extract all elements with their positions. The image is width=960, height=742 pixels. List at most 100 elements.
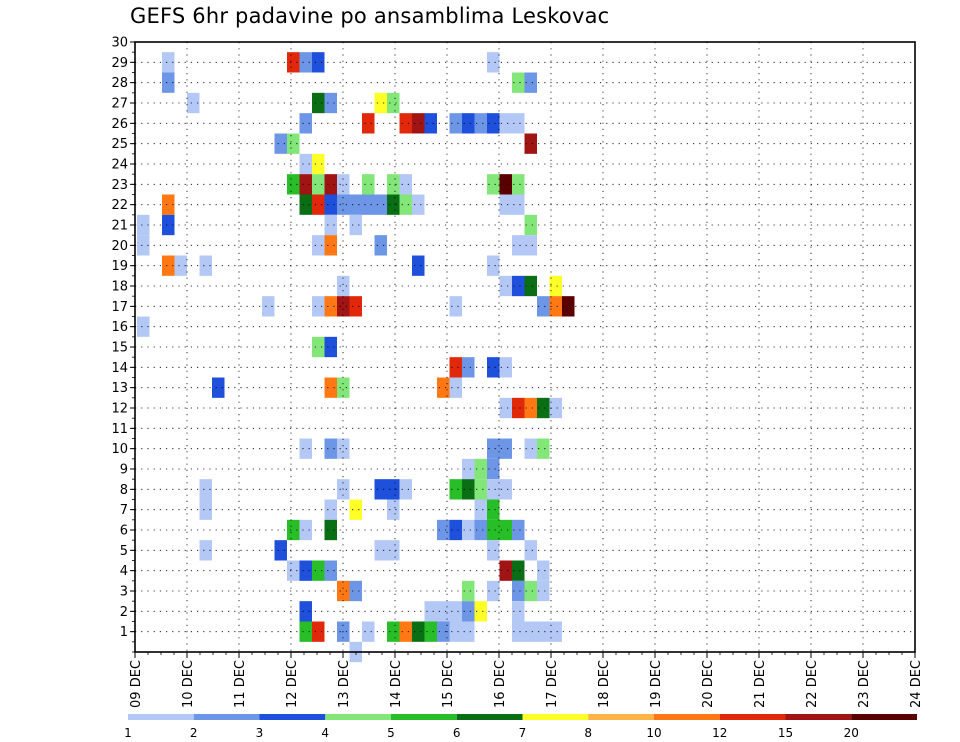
heat-cell: [312, 174, 325, 195]
colorbar-segment: [259, 714, 326, 720]
colorbar-label: 12: [712, 726, 727, 740]
heat-cell: [287, 519, 300, 541]
heat-cell: [137, 214, 150, 236]
heat-cell: [462, 357, 475, 378]
heat-cell: [512, 560, 525, 581]
heat-cell: [387, 194, 400, 215]
heat-cell: [537, 397, 550, 419]
heat-cell: [387, 621, 400, 642]
heat-cell: [337, 438, 350, 459]
x-tick-label: 15 DEC: [441, 660, 456, 708]
heat-cell: [462, 621, 475, 642]
heat-cell: [137, 316, 150, 337]
y-tick-label: 29: [111, 56, 128, 71]
heat-cell: [337, 377, 350, 398]
colorbar-segment: [456, 714, 523, 720]
heat-cell: [499, 519, 512, 541]
heat-cell: [499, 397, 512, 419]
heat-cell: [524, 621, 537, 642]
y-tick-label: 10: [111, 442, 128, 457]
heat-cell: [449, 377, 462, 398]
heat-cell: [299, 560, 312, 581]
heat-cell: [512, 580, 525, 602]
heat-cell: [349, 499, 362, 520]
heat-cell: [449, 519, 462, 541]
y-tick-label: 7: [120, 503, 128, 518]
y-tick-label: 25: [111, 137, 128, 152]
colorbar-label: 10: [646, 726, 661, 740]
heat-cell: [437, 621, 450, 642]
heat-cell: [337, 275, 350, 297]
x-tick-label: 22 DEC: [805, 660, 820, 708]
heat-cell: [499, 479, 512, 500]
heat-cell: [312, 153, 325, 175]
y-tick-label: 3: [120, 585, 128, 600]
heat-cell: [512, 397, 525, 419]
y-tick-label: 17: [111, 300, 128, 315]
heat-cell: [524, 235, 537, 256]
heat-cell: [512, 601, 525, 622]
heat-cell: [524, 275, 537, 297]
heat-cell: [399, 194, 412, 215]
y-tick-label: 19: [111, 259, 128, 274]
heat-cell: [537, 580, 550, 602]
x-tick-label: 18 DEC: [597, 660, 612, 708]
colorbar-segment: [785, 714, 852, 720]
heat-cell: [162, 194, 175, 215]
heat-cell: [537, 296, 550, 317]
heat-cell: [524, 214, 537, 236]
x-tick-label: 24 DEC: [909, 660, 924, 708]
heat-cell: [487, 540, 500, 561]
heat-cell: [512, 275, 525, 297]
heat-cell: [412, 113, 425, 134]
heat-cell: [512, 113, 525, 134]
heat-cell: [299, 153, 312, 175]
colorbar-label: 20: [844, 726, 859, 740]
heat-cell: [337, 296, 350, 317]
heat-cell: [524, 133, 537, 154]
heat-cell: [374, 479, 387, 500]
heat-cell: [462, 601, 475, 622]
colorbar-label: 6: [453, 726, 461, 740]
heat-cell: [487, 357, 500, 378]
heat-cell: [374, 92, 387, 114]
heat-cell: [362, 113, 375, 134]
heat-cell: [562, 296, 575, 317]
y-tick-label: 1: [120, 625, 128, 640]
colorbar-label: 8: [584, 726, 592, 740]
heat-cell: [487, 438, 500, 459]
heat-cell: [349, 194, 362, 215]
x-tick-label: 09 DEC: [129, 660, 144, 708]
heat-cell: [299, 194, 312, 215]
colorbar-segment: [193, 714, 260, 720]
heat-cell: [487, 580, 500, 602]
y-tick-label: 8: [120, 483, 128, 498]
heat-cell: [299, 519, 312, 541]
colorbar-label: 5: [387, 726, 395, 740]
x-tick-label: 14 DEC: [389, 660, 404, 708]
heat-cell: [387, 174, 400, 195]
heat-cell: [499, 357, 512, 378]
y-tick-label: 14: [111, 361, 128, 376]
heat-cell: [499, 113, 512, 134]
heat-cell: [412, 194, 425, 215]
y-tick-label: 13: [111, 381, 128, 396]
y-tick-label: 20: [111, 239, 128, 254]
y-tick-label: 22: [111, 198, 128, 213]
heat-cell: [412, 255, 425, 276]
heat-cell: [449, 113, 462, 134]
heat-cell: [312, 92, 325, 114]
heat-cell: [462, 113, 475, 134]
heat-cell: [362, 194, 375, 215]
heat-cell: [424, 601, 437, 622]
heat-cell: [299, 621, 312, 642]
heat-cell: [324, 235, 337, 256]
heat-cell: [387, 540, 400, 561]
heat-cell: [437, 519, 450, 541]
heat-cell: [537, 621, 550, 642]
heat-cell: [462, 519, 475, 541]
x-tick-label: 11 DEC: [233, 660, 248, 708]
y-tick-label: 21: [111, 219, 128, 234]
heat-cell: [324, 296, 337, 317]
x-tick-label: 12 DEC: [285, 660, 300, 708]
